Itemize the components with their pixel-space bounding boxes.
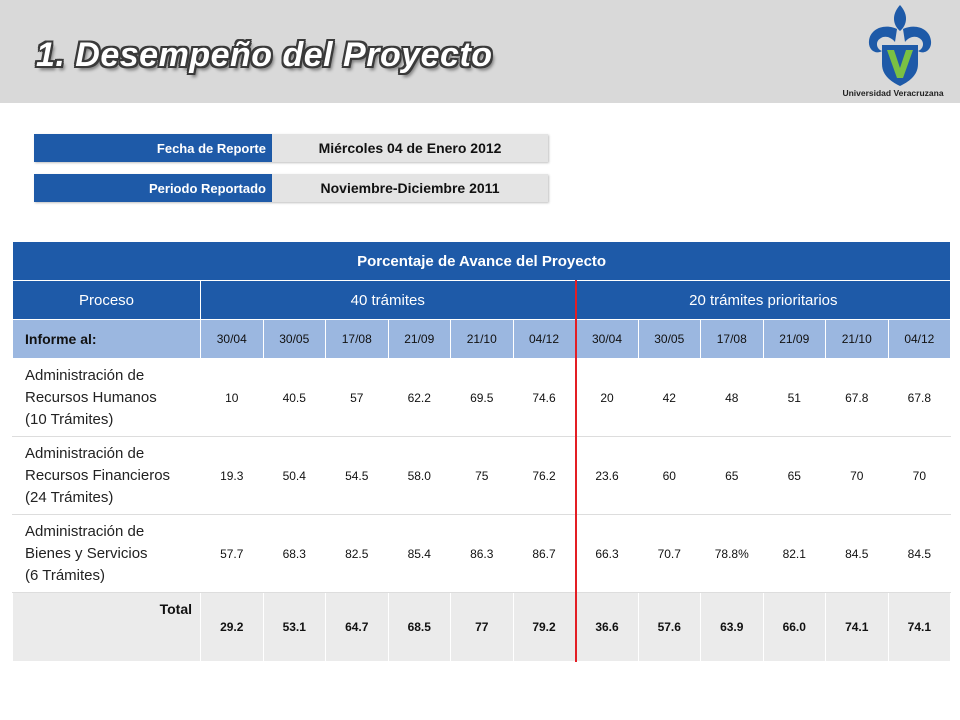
- total-value-cell: 77: [450, 592, 514, 662]
- value-cell: 86.3: [450, 514, 514, 593]
- total-value-cell: 74.1: [887, 592, 952, 662]
- value-cell: 20: [575, 358, 639, 437]
- value-cell: 57: [325, 358, 389, 437]
- table-row: Administración de Recursos Financieros (24…: [12, 436, 952, 515]
- value-cell: 19.3: [200, 436, 264, 515]
- value-cell: 42: [637, 358, 701, 437]
- process-name-line: Bienes y Servicios: [25, 544, 148, 562]
- value-cell: 84.5: [887, 514, 952, 593]
- progress-table: Porcentaje de Avance del Proyecto Proces…: [11, 241, 952, 662]
- table-row: Administración de Bienes y Servicios (6 Tr…: [12, 514, 952, 593]
- process-name-cell: Administración de Bienes y Servicios (6 Tr…: [12, 514, 201, 593]
- report-date-value: Miércoles 04 de Enero 2012: [272, 134, 548, 162]
- value-cell: 70: [825, 436, 889, 515]
- value-cell: 40.5: [262, 358, 326, 437]
- column-group-40-tramites: 40 trámites: [200, 280, 577, 320]
- process-name-line: Recursos Financieros: [25, 466, 171, 484]
- process-name-cell: Administración de Recursos Financieros (24…: [12, 436, 201, 515]
- value-cell: 65: [700, 436, 764, 515]
- date-header-cell: 17/08: [700, 319, 764, 359]
- value-cell: 76.2: [512, 436, 577, 515]
- process-name-cell: Administración de Recursos Humanos (10 Trá…: [12, 358, 201, 437]
- date-header-cell: 17/08: [325, 319, 389, 359]
- value-cell: 54.5: [325, 436, 389, 515]
- report-period-row: Periodo Reportado Noviembre-Diciembre 20…: [34, 174, 548, 202]
- date-header-cell: 21/10: [450, 319, 514, 359]
- total-value-cell: 53.1: [262, 592, 326, 662]
- value-cell: 69.5: [450, 358, 514, 437]
- column-header-proceso: Proceso: [12, 280, 201, 320]
- process-name-line: Administración de: [25, 366, 145, 384]
- total-value-cell: 79.2: [512, 592, 577, 662]
- date-header-cell: 30/05: [637, 319, 701, 359]
- column-group-20-prioritarios: 20 trámites prioritarios: [574, 280, 952, 320]
- value-cell: 85.4: [387, 514, 451, 593]
- value-cell: 86.7: [512, 514, 577, 593]
- logo-caption: Universidad Veracruzana: [842, 88, 944, 98]
- report-date-label: Fecha de Reporte: [34, 134, 272, 162]
- total-value-cell: 64.7: [325, 592, 389, 662]
- value-cell: 66.3: [575, 514, 639, 593]
- total-label: Total: [12, 592, 201, 662]
- process-name-line: (6 Trámites): [25, 566, 106, 584]
- report-date-row: Fecha de Reporte Miércoles 04 de Enero 2…: [34, 134, 548, 162]
- value-cell: 74.6: [512, 358, 577, 437]
- university-logo-icon: [868, 5, 932, 86]
- page-title: 1. Desempeño del Proyecto: [36, 36, 493, 74]
- value-cell: 68.3: [262, 514, 326, 593]
- total-value-cell: 29.2: [200, 592, 264, 662]
- total-value-cell: 57.6: [637, 592, 701, 662]
- date-header-cell: 30/05: [262, 319, 326, 359]
- dates-row: Informe al: 30/04 30/05 17/08 21/09 21/10 04/…: [12, 319, 952, 359]
- date-header-cell: 21/09: [387, 319, 451, 359]
- process-name-line: Recursos Humanos: [25, 388, 157, 406]
- value-cell: 70: [887, 436, 952, 515]
- value-cell: 58.0: [387, 436, 451, 515]
- value-cell: 82.1: [762, 514, 826, 593]
- value-cell: 10: [200, 358, 264, 437]
- report-period-value: Noviembre-Diciembre 2011: [272, 174, 548, 202]
- value-cell: 51: [762, 358, 826, 437]
- value-cell: 78.8%: [700, 514, 764, 593]
- total-value-cell: 66.0: [762, 592, 826, 662]
- value-cell: 70.7: [637, 514, 701, 593]
- report-period-label: Periodo Reportado: [34, 174, 272, 202]
- informe-label: Informe al:: [12, 319, 201, 359]
- value-cell: 84.5: [825, 514, 889, 593]
- value-cell: 50.4: [262, 436, 326, 515]
- value-cell: 23.6: [575, 436, 639, 515]
- value-cell: 82.5: [325, 514, 389, 593]
- total-value-cell: 74.1: [825, 592, 889, 662]
- process-name-line: Administración de: [25, 444, 145, 462]
- date-header-cell: 04/12: [512, 319, 577, 359]
- total-value-cell: 36.6: [575, 592, 639, 662]
- value-cell: 65: [762, 436, 826, 515]
- table-row: Administración de Recursos Humanos (10 Trá…: [12, 358, 952, 437]
- date-header-cell: 21/09: [762, 319, 826, 359]
- value-cell: 48: [700, 358, 764, 437]
- process-name-line: Administración de: [25, 522, 145, 540]
- value-cell: 62.2: [387, 358, 451, 437]
- date-header-cell: 21/10: [825, 319, 889, 359]
- value-cell: 75: [450, 436, 514, 515]
- process-name-line: (24 Trámites): [25, 488, 114, 506]
- value-cell: 67.8: [825, 358, 889, 437]
- header-banner: 1. Desempeño del Proyecto Universidad Ve…: [0, 0, 960, 103]
- total-row: Total 29.2 53.1 64.7 68.5 77 79.2 36.6 57.6 63.9…: [12, 592, 952, 662]
- value-cell: 57.7: [200, 514, 264, 593]
- total-value-cell: 68.5: [387, 592, 451, 662]
- date-header-cell: 04/12: [887, 319, 952, 359]
- value-cell: 67.8: [887, 358, 952, 437]
- date-header-cell: 30/04: [575, 319, 639, 359]
- table-title: Porcentaje de Avance del Proyecto: [11, 241, 952, 281]
- date-header-cell: 30/04: [200, 319, 264, 359]
- total-value-cell: 63.9: [700, 592, 764, 662]
- value-cell: 60: [637, 436, 701, 515]
- process-name-line: (10 Trámites): [25, 410, 114, 428]
